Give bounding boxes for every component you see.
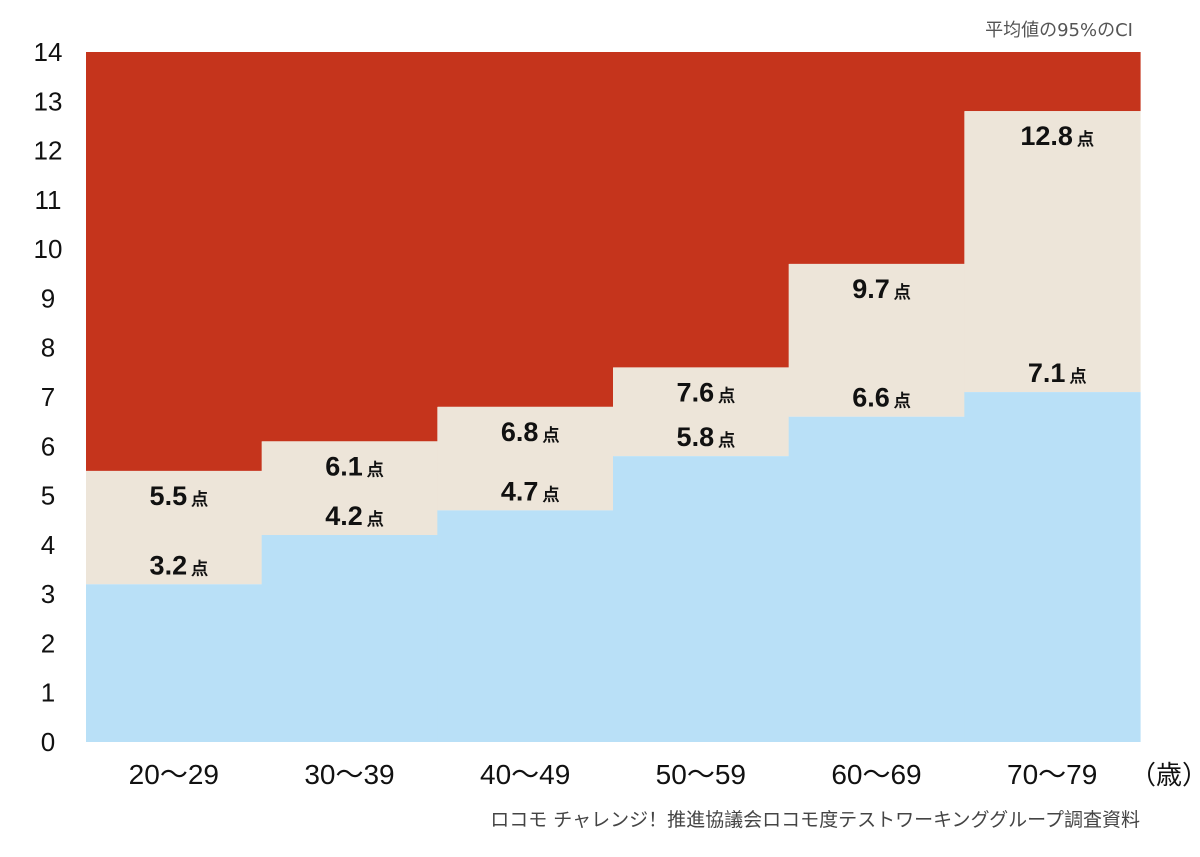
lower-value-label-2: 4.7 点 [501,476,560,506]
ci-band-1 [261,441,438,535]
region-below-lower-2 [437,510,614,742]
x-axis-unit-label: （歳） [1130,761,1200,791]
region-above-upper-0 [86,52,263,471]
x-tick-label: 20〜29 [129,759,219,790]
y-tick-label: 3 [41,579,55,609]
upper-value-label-5: 12.8 点 [1020,121,1094,151]
region-below-lower-0 [86,584,263,742]
x-tick-label: 30〜39 [304,759,394,790]
ci-band-4 [788,263,965,417]
y-tick-label: 6 [41,431,55,461]
lower-value-label-4: 6.6 点 [852,383,911,413]
y-tick-label: 10 [34,234,63,264]
lower-value-label-0: 3.2 点 [150,550,209,580]
region-above-upper-4 [788,52,965,264]
y-tick-label: 8 [41,333,55,363]
upper-value-label-0: 5.5 点 [150,481,209,511]
ci-annotation: 平均値の95%のCI [985,20,1133,41]
ci-band-5 [964,111,1141,393]
lower-value-label-1: 4.2 点 [325,501,384,531]
upper-value-label-1: 6.1 点 [325,451,384,481]
lower-value-label-5: 7.1 点 [1028,358,1087,388]
upper-value-label-4: 9.7 点 [852,274,911,304]
ci-band-2 [437,406,614,511]
y-tick-label: 5 [41,481,55,511]
region-below-lower-5 [964,392,1141,742]
ci-band-3 [613,367,790,457]
lower-value-label-3: 5.8 点 [677,422,736,452]
y-tick-label: 4 [41,530,55,560]
x-tick-label: 40〜49 [480,759,570,790]
y-tick-label: 7 [41,382,55,412]
region-above-upper-1 [261,52,438,442]
y-tick-label: 1 [41,678,55,708]
y-tick-label: 11 [35,185,62,215]
region-below-lower-3 [613,456,790,742]
region-below-lower-4 [788,416,965,742]
region-above-upper-5 [964,52,1141,112]
y-tick-label: 13 [34,86,63,116]
y-tick-label: 9 [41,283,55,313]
source-note: ロコモ チャレンジ！推進協議会ロコモ度テストワーキンググループ調査資料 [490,809,1140,831]
x-tick-label: 50〜59 [656,759,746,790]
ci-band-0 [86,470,263,585]
upper-value-label-3: 7.6 点 [677,377,736,407]
region-above-upper-3 [613,52,790,368]
upper-value-label-2: 6.8 点 [501,417,560,447]
y-tick-label: 0 [41,727,55,757]
x-tick-label: 70〜79 [1007,759,1097,790]
y-tick-label: 2 [41,628,55,658]
x-tick-label: 60〜69 [831,759,921,790]
region-above-upper-2 [437,52,614,407]
y-tick-label: 12 [34,136,63,166]
y-tick-label: 14 [34,37,63,67]
region-below-lower-1 [261,535,438,742]
